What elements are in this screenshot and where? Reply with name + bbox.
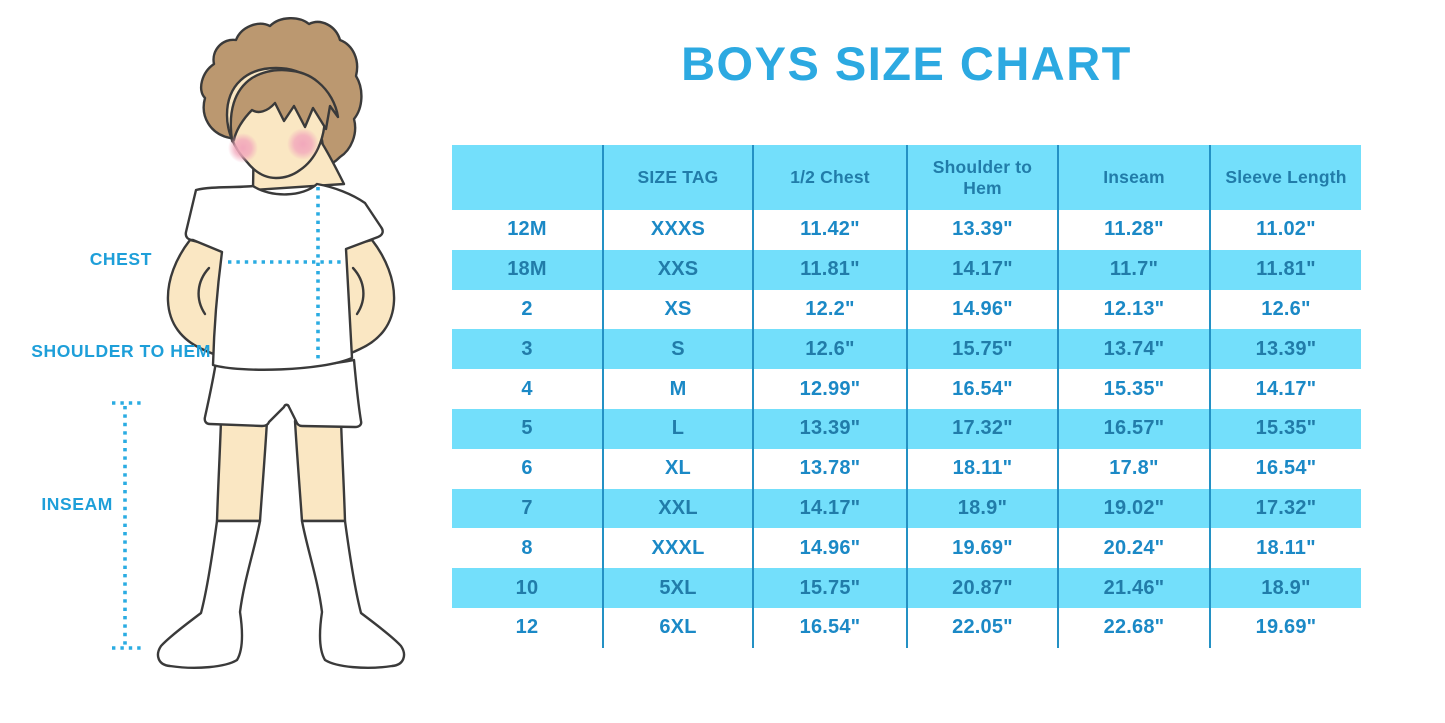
size-value-cell: 16.54" xyxy=(906,369,1057,409)
row-size-label: 7 xyxy=(452,488,602,529)
shoulder-to-hem-label: SHOULDER TO HEM xyxy=(31,341,211,361)
header-cell-0 xyxy=(452,145,602,210)
size-value-cell: 11.81" xyxy=(752,249,906,290)
size-value-cell: 13.74" xyxy=(1057,329,1209,370)
size-value-cell: 14.17" xyxy=(906,249,1057,290)
size-value-cell: 12.6" xyxy=(752,329,906,370)
size-value-cell: 15.75" xyxy=(752,568,906,608)
size-value-cell: XXXL xyxy=(602,528,752,569)
leg-left xyxy=(215,418,269,523)
sock-left xyxy=(156,519,262,669)
size-value-cell: 13.39" xyxy=(906,210,1057,250)
size-value-cell: 15.75" xyxy=(906,329,1057,370)
size-value-cell: M xyxy=(602,369,752,409)
size-value-cell: 14.96" xyxy=(752,528,906,569)
size-value-cell: 17.32" xyxy=(1209,488,1361,529)
size-value-cell: XXL xyxy=(602,488,752,529)
size-value-cell: 11.81" xyxy=(1209,249,1361,290)
size-value-cell: 13.39" xyxy=(1209,329,1361,370)
size-value-cell: 19.69" xyxy=(1209,607,1361,648)
tshirt xyxy=(184,182,384,371)
blush-left xyxy=(228,133,258,163)
size-value-cell: 15.35" xyxy=(1057,369,1209,409)
size-value-cell: XXXS xyxy=(602,210,752,250)
size-value-cell: 16.54" xyxy=(1209,448,1361,489)
size-value-cell: 15.35" xyxy=(1209,408,1361,449)
size-value-cell: XXS xyxy=(602,249,752,290)
row-size-label: 18M xyxy=(452,249,602,290)
size-value-cell: S xyxy=(602,329,752,370)
size-value-cell: 18.11" xyxy=(1209,528,1361,569)
size-value-cell: 20.24" xyxy=(1057,528,1209,569)
sock-right xyxy=(300,519,406,669)
header-cell-1: SIZE TAG xyxy=(602,145,752,210)
row-size-label: 12 xyxy=(515,616,539,639)
size-value-cell: 14.17" xyxy=(752,488,906,529)
size-value-cell: 22.68" xyxy=(1057,607,1209,648)
size-value-cell: 13.39" xyxy=(752,408,906,449)
size-value-cell: 6XL xyxy=(602,607,752,648)
size-value-cell: 19.69" xyxy=(906,528,1057,569)
size-value-cell: 11.7" xyxy=(1057,249,1209,290)
size-value-cell: 18.11" xyxy=(906,448,1057,489)
size-value-cell: 17.32" xyxy=(906,408,1057,449)
row-size-label: 10 xyxy=(452,568,602,608)
row-size-label: 4 xyxy=(521,377,533,400)
row-size-label: 6 xyxy=(521,457,533,480)
row-size-label: 5 xyxy=(452,408,602,449)
size-value-cell: 18.9" xyxy=(906,488,1057,529)
blush-right xyxy=(287,128,319,160)
size-value-cell: 5XL xyxy=(602,568,752,608)
size-value-cell: 11.02" xyxy=(1209,210,1361,250)
inseam-label: INSEAM xyxy=(41,494,113,514)
size-value-cell: 21.46" xyxy=(1057,568,1209,608)
size-value-cell: 11.28" xyxy=(1057,210,1209,250)
size-value-cell: XL xyxy=(602,448,752,489)
header-cell-3: Shoulder to Hem xyxy=(906,145,1057,210)
size-value-cell: 14.17" xyxy=(1209,369,1361,409)
size-value-cell: 12.6" xyxy=(1209,289,1361,330)
chest-label: CHEST xyxy=(89,249,152,269)
row-size-label: 12M xyxy=(507,218,547,241)
size-value-cell: 14.96" xyxy=(906,289,1057,330)
page-title: BOYS SIZE CHART xyxy=(681,37,1132,90)
size-value-cell: 16.57" xyxy=(1057,408,1209,449)
size-value-cell: 12.99" xyxy=(752,369,906,409)
shorts xyxy=(203,358,363,429)
size-value-cell: XS xyxy=(602,289,752,330)
size-value-cell: 11.42" xyxy=(752,210,906,250)
size-value-cell: 18.9" xyxy=(1209,568,1361,608)
size-value-cell: 19.02" xyxy=(1057,488,1209,529)
arm-crease-left xyxy=(197,266,211,316)
row-size-label: 3 xyxy=(452,329,602,370)
size-value-cell: 22.05" xyxy=(906,607,1057,648)
size-value-cell: 17.8" xyxy=(1057,448,1209,489)
row-size-label: 8 xyxy=(521,536,533,559)
size-value-cell: 12.2" xyxy=(752,289,906,330)
size-value-cell: 12.13" xyxy=(1057,289,1209,330)
size-value-cell: 20.87" xyxy=(906,568,1057,608)
arm-crease-right xyxy=(351,266,365,316)
leg-right xyxy=(293,418,347,523)
boy-measurement-figure xyxy=(112,17,406,669)
size-value-cell: 13.78" xyxy=(752,448,906,489)
header-cell-5: Sleeve Length xyxy=(1209,145,1361,210)
header-cell-4: Inseam xyxy=(1057,145,1209,210)
header-cell-2: 1/2 Chest xyxy=(752,145,906,210)
size-value-cell: L xyxy=(602,408,752,449)
size-value-cell: 16.54" xyxy=(752,607,906,648)
row-size-label: 2 xyxy=(521,297,533,320)
size-table: SIZE TAG 1/2 Chest Shoulder to Hem Inseam Sl… xyxy=(452,145,1361,648)
